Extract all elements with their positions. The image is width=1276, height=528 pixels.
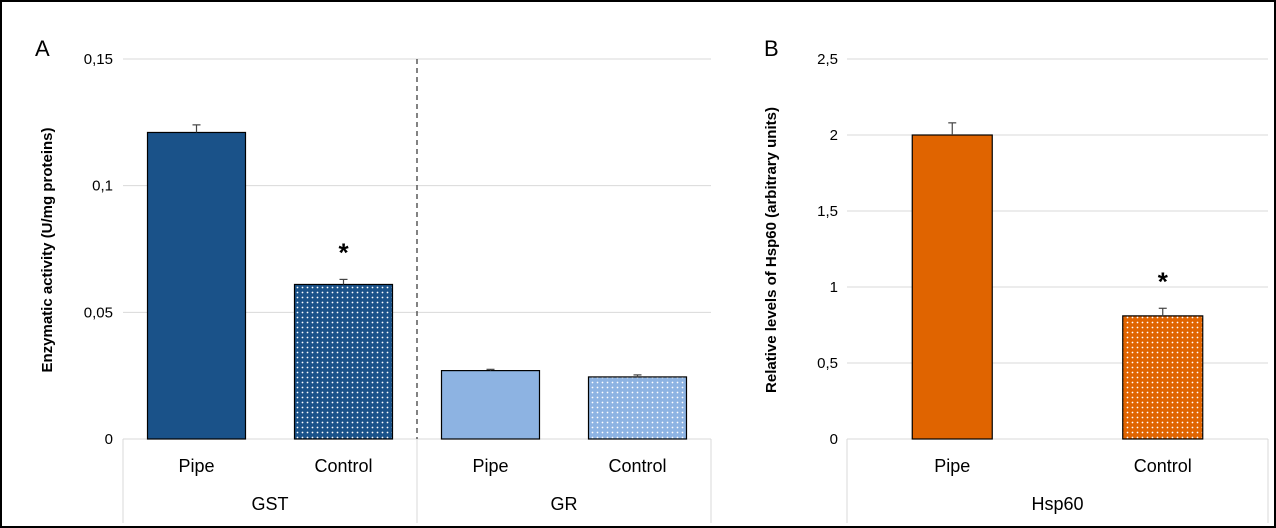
significance-marker: * [1158, 266, 1169, 296]
y-tick-label: 0 [830, 431, 838, 448]
panel-b-y-ticks: 0 0,5 1 1,5 2 2,5 [817, 51, 838, 448]
significance-marker: * [338, 237, 349, 267]
panel-a: A Enzymatic activity (U/mg proteins) 0 0,… [35, 36, 712, 523]
panel-a-letter: A [35, 36, 50, 61]
bar [1122, 315, 1204, 440]
group-label: GR [551, 494, 578, 514]
bar-category-label: Control [314, 456, 372, 476]
panel-a-bars: * [146, 124, 688, 440]
bar [587, 376, 688, 440]
bar-category-label: Pipe [178, 456, 214, 476]
panel-b-y-axis-label: Relative levels of Hsp60 (arbitrary unit… [763, 107, 780, 393]
y-tick-label: 0,05 [84, 304, 113, 321]
group-label: Hsp60 [1031, 494, 1083, 514]
panel-b-letter: B [764, 36, 779, 61]
y-tick-label: 0,5 [817, 355, 838, 372]
bar-category-label: Pipe [472, 456, 508, 476]
panel-a-y-axis-label: Enzymatic activity (U/mg proteins) [39, 127, 56, 372]
y-tick-label: 0,1 [92, 178, 113, 195]
bar-category-label: Control [608, 456, 666, 476]
panel-a-category-axis: GST Pipe Control GR Pipe Control [122, 439, 712, 523]
bar [911, 134, 993, 440]
panel-b-category-axis: Hsp60 Pipe Control [846, 439, 1269, 523]
y-tick-label: 2 [830, 127, 838, 144]
bar-category-label: Pipe [934, 456, 970, 476]
y-tick-label: 1,5 [817, 203, 838, 220]
y-tick-label: 0 [105, 431, 113, 448]
y-tick-label: 2,5 [817, 51, 838, 68]
panel-b: B Relative levels of Hsp60 (arbitrary un… [763, 36, 1269, 523]
bar [293, 283, 394, 440]
y-tick-label: 1 [830, 279, 838, 296]
panel-a-y-ticks: 0 0,05 0,1 0,15 [84, 51, 113, 448]
panel-b-bars: * [911, 122, 1204, 440]
bar [440, 370, 541, 440]
y-tick-label: 0,15 [84, 51, 113, 68]
bar [146, 131, 247, 440]
bar-category-label: Control [1134, 456, 1192, 476]
group-label: GST [251, 494, 288, 514]
